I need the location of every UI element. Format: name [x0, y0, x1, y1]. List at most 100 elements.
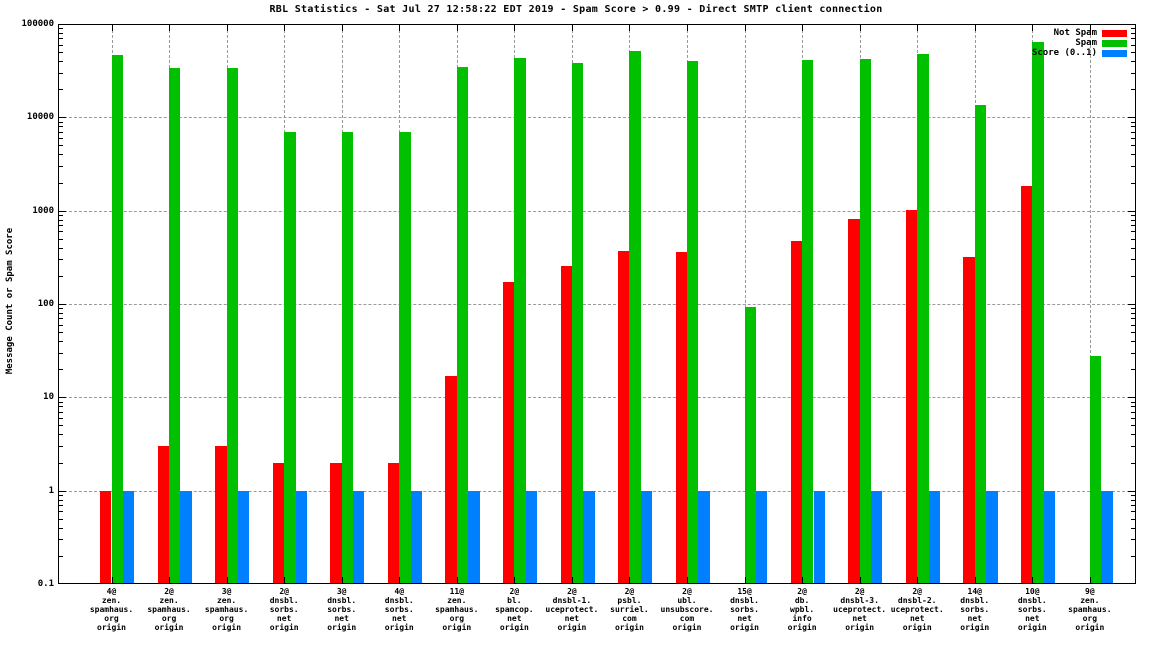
bar-spam [514, 58, 526, 583]
x-category-line: com [679, 614, 695, 623]
bar-score-0-1 [813, 490, 825, 583]
y-minor-tick [59, 406, 63, 408]
x-category-line: net [334, 614, 349, 623]
x-category-label: 4@ zen. spamhaus. org origin [67, 587, 157, 632]
y-minor-tick [59, 505, 63, 507]
y-minor-tick [59, 145, 63, 147]
y-minor-tick [1131, 38, 1135, 40]
x-category-line: 2@ [682, 587, 692, 596]
x-category-line: net [507, 614, 522, 623]
x-tick-bottom [974, 577, 976, 583]
bar-spam [1032, 42, 1044, 583]
x-category-line: 3@ [336, 587, 347, 596]
bar-not-spam [502, 282, 515, 583]
x-tick-top [284, 25, 286, 31]
x-category-line: dnsbl. [327, 596, 357, 605]
x-category-line: origin [557, 623, 587, 632]
bar-score-0-1 [1043, 490, 1056, 583]
y-tick-label: 100 [37, 299, 54, 309]
x-tick-top [169, 25, 171, 31]
y-minor-tick [59, 238, 63, 240]
x-tick-top [226, 25, 228, 31]
x-category-label: 2@ bl. spamcop. net origin [469, 587, 559, 632]
x-category-line: origin [960, 623, 990, 632]
x-category-line: ubl. [677, 596, 697, 605]
y-minor-tick [1131, 166, 1135, 168]
x-tick-top [744, 25, 746, 31]
x-category-line: net [392, 614, 407, 623]
x-category-line: zen. [159, 596, 179, 605]
y-minor-tick [1131, 131, 1135, 133]
x-category-line: origin [499, 623, 529, 632]
bar-not-spam [215, 446, 227, 583]
bar-spam [974, 105, 987, 583]
x-category-label: 10@ dnsbl. sorbs. net origin [987, 587, 1077, 632]
x-category-line: 2@ [509, 587, 520, 596]
bar-spam [456, 67, 469, 583]
x-category-line: origin [97, 623, 126, 632]
x-category-line: org [104, 614, 119, 623]
x-category-line: sorbs. [269, 605, 299, 614]
y-minor-tick [59, 511, 63, 513]
x-tick-top [802, 25, 804, 31]
x-tick-bottom [1089, 577, 1091, 583]
y-tick-label: 10 [43, 392, 54, 403]
y-major-tick [1128, 304, 1135, 305]
x-tick-top [629, 25, 631, 31]
x-tick-bottom [226, 577, 228, 583]
y-minor-tick [59, 219, 63, 221]
x-tick-bottom [399, 577, 401, 583]
x-category-label: 2@ db. wpbl. info origin [757, 587, 847, 632]
x-category-label: 4@ dnsbl. sorbs. net origin [354, 587, 444, 632]
y-minor-tick [59, 138, 63, 140]
x-tick-bottom [111, 577, 113, 583]
bar-spam [226, 68, 238, 583]
x-gridline [1089, 25, 1091, 583]
y-minor-tick [1131, 247, 1135, 249]
y-minor-tick [1131, 505, 1135, 507]
bar-score-0-1 [986, 490, 998, 583]
x-category-label: 2@ ubl. unsubscore. com origin [642, 587, 732, 632]
x-tick-bottom [629, 577, 631, 583]
x-tick-top [859, 25, 861, 31]
bar-not-spam [790, 241, 803, 583]
y-major-tick [1128, 210, 1135, 212]
y-minor-tick [1131, 401, 1135, 403]
bar-score-0-1 [353, 490, 365, 583]
x-category-label: 11@ zen. spamhaus. org origin [412, 587, 502, 632]
bar-spam [111, 55, 123, 583]
y-tick-label: 100000 [21, 19, 54, 29]
x-category-line: uceprotect. [833, 605, 887, 614]
y-minor-tick [59, 166, 63, 168]
x-category-line: spamhaus. [147, 605, 191, 614]
y-minor-tick [1131, 418, 1135, 420]
x-category-line: 15@ [737, 587, 752, 596]
y-minor-tick [59, 259, 63, 261]
y-minor-tick [59, 539, 63, 541]
y-minor-tick [59, 411, 63, 413]
x-tick-bottom [284, 577, 286, 583]
bar-spam [859, 59, 872, 583]
y-minor-tick [1131, 154, 1135, 156]
y-minor-tick [1131, 518, 1135, 520]
x-category-line: dnsbl. [1017, 596, 1047, 605]
chart-title: RBL Statistics - Sat Jul 27 12:58:22 EDT… [269, 4, 883, 15]
y-minor-tick [1131, 138, 1135, 140]
x-category-line: dnsbl. [730, 596, 759, 605]
y-minor-tick [1131, 52, 1135, 54]
y-minor-tick [59, 182, 63, 184]
x-tick-top [456, 25, 458, 31]
x-category-line: spamcop. [495, 605, 534, 614]
x-category-line: sorbs. [960, 605, 990, 614]
legend-swatch [1102, 39, 1127, 47]
bar-spam [399, 131, 411, 583]
y-minor-tick [59, 89, 63, 91]
x-category-label: 2@ dnsbl. sorbs. net origin [239, 587, 329, 632]
x-category-line: 2@ [797, 587, 807, 596]
x-category-line: uceprotect. [890, 605, 944, 614]
bar-not-spam [387, 462, 400, 583]
y-minor-tick [59, 308, 63, 310]
y-minor-tick [1131, 145, 1135, 147]
x-tick-bottom [744, 577, 746, 583]
x-category-line: zen. [447, 596, 467, 605]
